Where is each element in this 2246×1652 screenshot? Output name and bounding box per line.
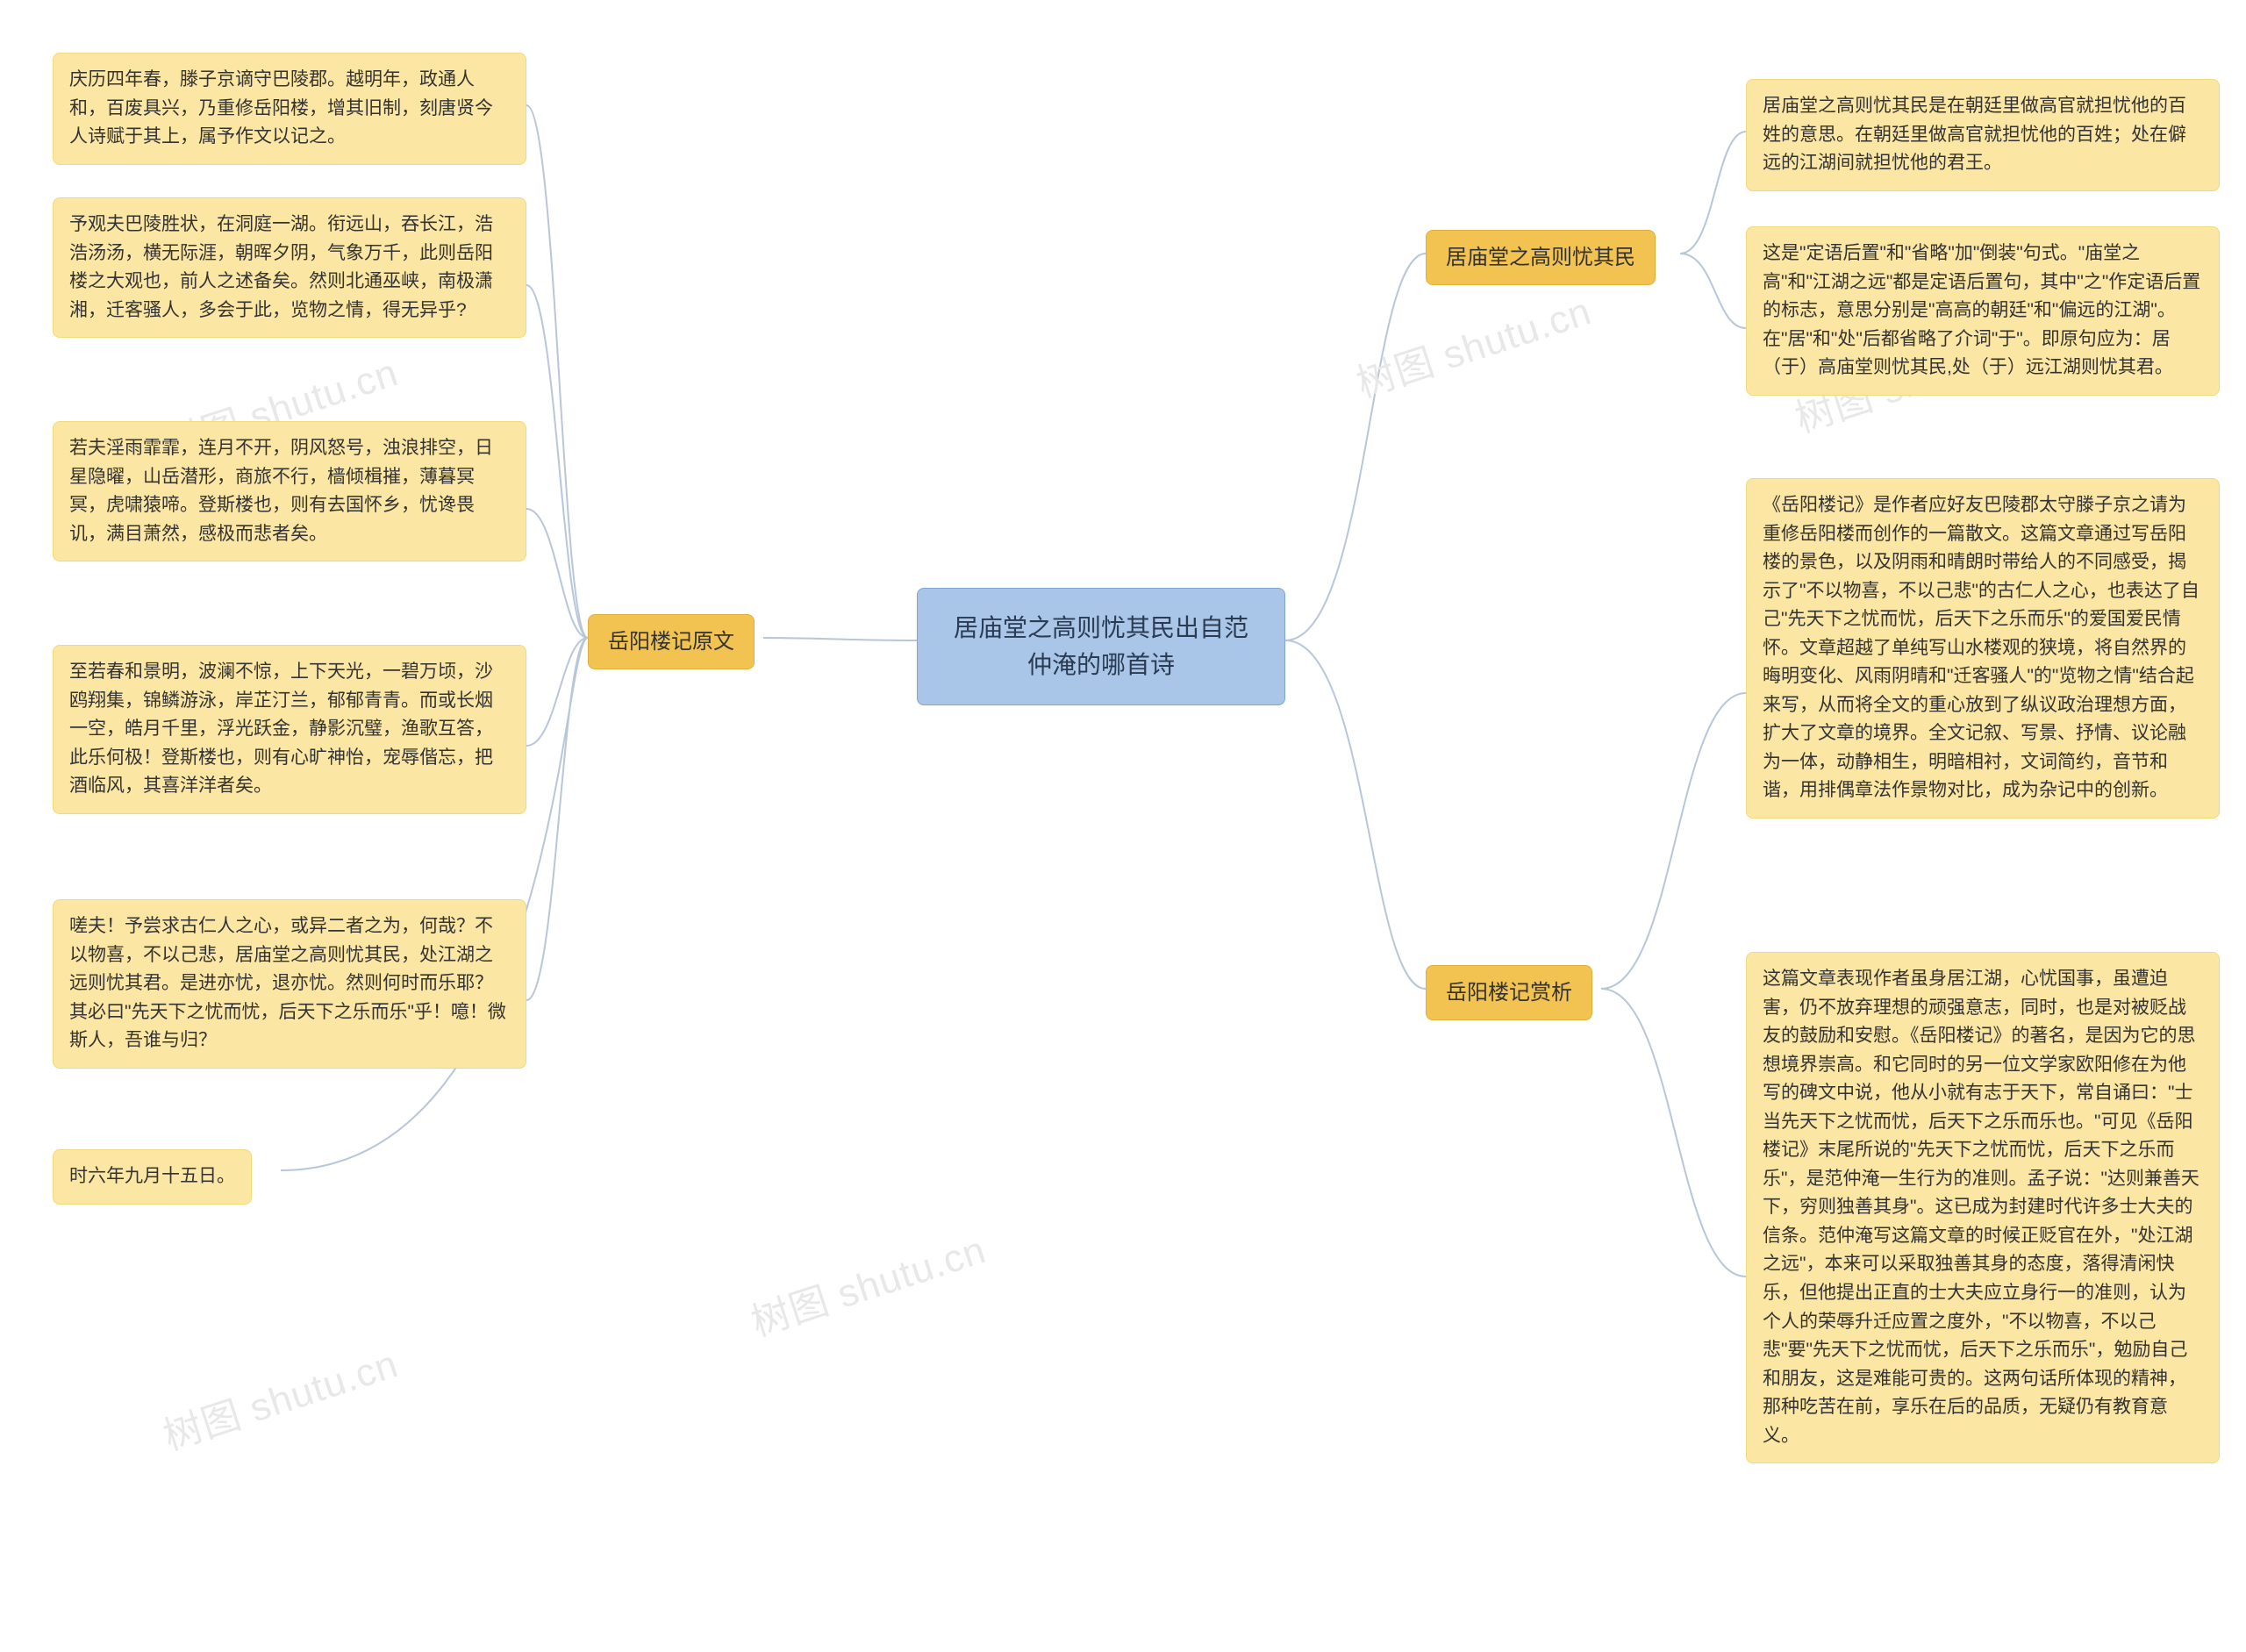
branch-node-left[interactable]: 岳阳楼记原文: [588, 614, 755, 669]
leaf-node[interactable]: 这是"定语后置"和"省略"加"倒装"句式。"庙堂之高"和"江湖之远"都是定语后置…: [1746, 226, 2220, 396]
leaf-node[interactable]: 居庙堂之高则忧其民是在朝廷里做高官就担忧他的百姓的意思。在朝廷里做高官就担忧他的…: [1746, 79, 2220, 191]
watermark: 树图 shutu.cn: [1348, 280, 1598, 409]
leaf-node[interactable]: 庆历四年春，滕子京谪守巴陵郡。越明年，政通人和，百废具兴，乃重修岳阳楼，增其旧制…: [53, 53, 526, 165]
branch-node-right-bottom[interactable]: 岳阳楼记赏析: [1426, 965, 1592, 1020]
center-node[interactable]: 居庙堂之高则忧其民出自范仲淹的哪首诗: [917, 588, 1285, 705]
watermark: 树图 shutu.cn: [743, 1219, 992, 1348]
leaf-node[interactable]: 《岳阳楼记》是作者应好友巴陵郡太守滕子京之请为重修岳阳楼而创作的一篇散文。这篇文…: [1746, 478, 2220, 819]
watermark: 树图 shutu.cn: [155, 1333, 404, 1462]
leaf-node[interactable]: 这篇文章表现作者虽身居江湖，心忧国事，虽遭迫害，仍不放弃理想的顽强意志，同时，也…: [1746, 952, 2220, 1463]
leaf-node[interactable]: 至若春和景明，波澜不惊，上下天光，一碧万顷，沙鸥翔集，锦鳞游泳，岸芷汀兰，郁郁青…: [53, 645, 526, 814]
branch-node-right-top[interactable]: 居庙堂之高则忧其民: [1426, 230, 1656, 285]
leaf-node[interactable]: 嗟夫！予尝求古仁人之心，或异二者之为，何哉？不以物喜，不以己悲，居庙堂之高则忧其…: [53, 899, 526, 1069]
leaf-node[interactable]: 时六年九月十五日。: [53, 1149, 252, 1205]
leaf-node[interactable]: 予观夫巴陵胜状，在洞庭一湖。衔远山，吞长江，浩浩汤汤，横无际涯，朝晖夕阴，气象万…: [53, 197, 526, 338]
leaf-node[interactable]: 若夫淫雨霏霏，连月不开，阴风怒号，浊浪排空，日星隐曜，山岳潜形，商旅不行，樯倾楫…: [53, 421, 526, 561]
mindmap-canvas: 树图 shutu.cn 树图 shutu.cn 树图 shutu.cn 树图 s…: [0, 0, 2246, 1652]
